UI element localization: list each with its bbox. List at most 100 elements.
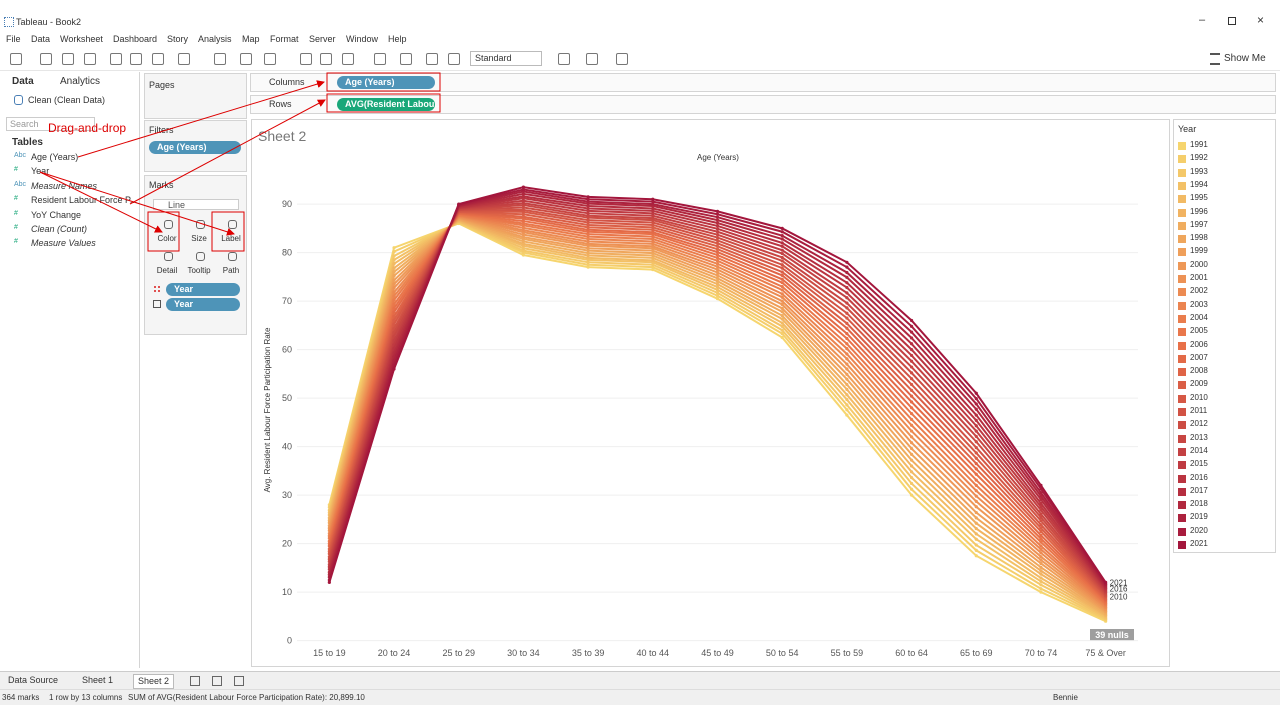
legend-label[interactable]: 2021 (1190, 539, 1208, 548)
toolbar-button[interactable] (10, 53, 22, 65)
legend-swatch[interactable] (1178, 421, 1186, 430)
legend-label[interactable]: 2004 (1190, 312, 1208, 322)
legend-label[interactable]: 1997 (1190, 219, 1208, 229)
analytics-tab[interactable]: Analytics (60, 76, 101, 87)
legend-label[interactable]: 2002 (1190, 286, 1208, 296)
color-pill[interactable]: Year (166, 283, 240, 296)
rows-pill[interactable]: AVG(Resident Labou.. (337, 98, 439, 111)
show-me[interactable]: Show Me (1224, 53, 1266, 64)
data-source[interactable]: Clean (Clean Data) (28, 95, 106, 105)
legend-label[interactable]: 2009 (1190, 379, 1208, 389)
legend-swatch[interactable] (1178, 341, 1186, 350)
status-user[interactable]: Bennie (1053, 693, 1078, 702)
mark-button-icon[interactable] (164, 252, 173, 261)
legend-swatch[interactable] (1178, 487, 1186, 496)
menu-item[interactable]: File (6, 34, 21, 44)
sheet-tab[interactable]: Data Source (8, 675, 59, 685)
menu-item[interactable]: Window (346, 34, 379, 44)
toolbar-button[interactable] (264, 53, 276, 65)
toolbar-button[interactable] (84, 53, 96, 65)
legend-swatch[interactable] (1178, 195, 1186, 204)
field[interactable]: Year (31, 166, 50, 177)
legend-label[interactable]: 2014 (1190, 445, 1208, 455)
new-sheet-button[interactable] (234, 676, 244, 686)
mark-button-icon[interactable] (228, 252, 237, 261)
field[interactable]: Measure Values (31, 238, 96, 249)
toolbar-button[interactable] (110, 53, 122, 65)
legend-swatch[interactable] (1178, 408, 1186, 416)
legend-label[interactable]: 2011 (1190, 406, 1208, 415)
search-box[interactable]: Search (6, 117, 95, 131)
legend-label[interactable]: 1995 (1190, 193, 1208, 203)
legend-swatch[interactable] (1178, 514, 1186, 523)
field[interactable]: YoY Change (31, 209, 82, 220)
legend-swatch[interactable] (1178, 301, 1186, 310)
mark-button[interactable]: Tooltip (187, 266, 211, 275)
data-tab[interactable]: Data (12, 76, 34, 87)
legend-swatch[interactable] (1178, 474, 1186, 483)
mark-button-icon[interactable] (196, 252, 205, 261)
toolbar-button[interactable] (214, 53, 226, 65)
legend-swatch[interactable] (1178, 447, 1186, 456)
legend-label[interactable]: 2013 (1190, 432, 1208, 442)
legend-label[interactable]: 2006 (1190, 339, 1208, 349)
legend-swatch[interactable] (1178, 208, 1186, 217)
sheet-tab[interactable]: Sheet 1 (82, 675, 114, 685)
legend-swatch[interactable] (1178, 354, 1186, 363)
legend-swatch[interactable] (1178, 501, 1186, 510)
legend-label[interactable]: 2017 (1190, 485, 1208, 495)
menu-item[interactable]: Story (167, 34, 189, 44)
toolbar-button[interactable] (40, 53, 52, 65)
toolbar-button[interactable] (616, 53, 628, 65)
legend-swatch[interactable] (1178, 155, 1186, 164)
maximize[interactable] (1228, 17, 1236, 25)
field[interactable]: Resident Labour Force P... (31, 195, 138, 206)
legend-swatch[interactable] (1178, 142, 1186, 150)
legend-swatch[interactable] (1178, 288, 1186, 297)
field[interactable]: Age (Years) (31, 152, 79, 162)
legend-swatch[interactable] (1178, 394, 1186, 403)
toolbar-button[interactable] (448, 53, 460, 65)
mark-button[interactable]: Color (157, 234, 177, 243)
legend-label[interactable]: 2007 (1190, 352, 1208, 362)
toolbar-button[interactable] (240, 53, 252, 65)
legend-label[interactable]: 2016 (1190, 472, 1208, 482)
toolbar-button[interactable] (400, 53, 412, 65)
menu-item[interactable]: Map (242, 34, 260, 44)
legend-swatch[interactable] (1178, 541, 1186, 549)
legend-swatch[interactable] (1178, 314, 1186, 323)
legend-label[interactable]: 2020 (1190, 525, 1208, 535)
toolbar-button[interactable] (320, 53, 332, 65)
field[interactable]: Clean (Count) (31, 224, 88, 234)
legend-swatch[interactable] (1178, 275, 1186, 283)
legend-swatch[interactable] (1178, 527, 1186, 536)
menu-item[interactable]: Data (31, 34, 51, 44)
menu-item[interactable]: Format (270, 34, 299, 44)
legend-label[interactable]: 2001 (1190, 273, 1208, 282)
toolbar-button[interactable] (62, 53, 74, 65)
toolbar-button[interactable] (300, 53, 312, 65)
menu-item[interactable]: Server (309, 34, 336, 44)
legend-label[interactable]: 1991 (1190, 140, 1208, 149)
legend-label[interactable]: 2019 (1190, 512, 1208, 522)
legend-label[interactable]: 1998 (1190, 233, 1208, 243)
toolbar-button[interactable] (342, 53, 354, 65)
mark-type[interactable]: Line (153, 199, 239, 210)
legend-label[interactable]: 1994 (1190, 179, 1208, 189)
legend-label[interactable]: 2018 (1190, 499, 1208, 509)
legend-label[interactable]: 1992 (1190, 153, 1208, 163)
menu-item[interactable]: Analysis (198, 34, 232, 44)
new-sheet-button[interactable] (212, 676, 222, 686)
legend-swatch[interactable] (1178, 168, 1186, 177)
columns-pill[interactable]: Age (Years) (337, 76, 435, 89)
legend-label[interactable]: 2010 (1190, 392, 1208, 402)
legend-label[interactable]: 2000 (1190, 259, 1208, 269)
legend-swatch[interactable] (1178, 261, 1186, 270)
legend-label[interactable]: 2005 (1190, 326, 1208, 336)
null-indicator-box[interactable] (1090, 629, 1134, 641)
sheet-tab[interactable]: Sheet 2 (133, 674, 175, 689)
legend-swatch[interactable] (1178, 248, 1186, 257)
legend-label[interactable]: 2012 (1190, 419, 1208, 429)
menu-item[interactable]: Dashboard (113, 34, 158, 44)
mark-button[interactable]: Detail (156, 266, 178, 275)
